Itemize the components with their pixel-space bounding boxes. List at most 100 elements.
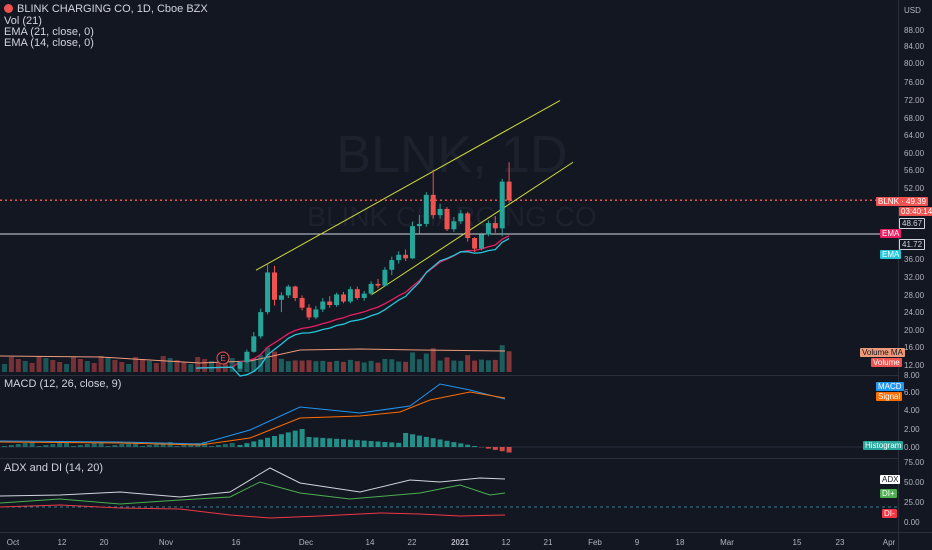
histogram-bar [382, 441, 388, 447]
volume-bar [265, 347, 271, 372]
histogram-bar [458, 443, 464, 447]
time-axis-label: 9 [635, 538, 640, 547]
histogram-bar [437, 439, 443, 447]
vol-legend[interactable]: Vol (21) [4, 15, 42, 27]
histogram-bar [306, 437, 312, 447]
volume-bar [195, 357, 201, 372]
macd-axis-label: 0.00 [904, 443, 920, 452]
volume-bar [50, 360, 56, 372]
volume-bar [77, 359, 83, 372]
candle-body [237, 361, 243, 369]
candle-body [320, 301, 326, 310]
macd-tag: MACD [876, 382, 904, 391]
macd-axis-label: 2.00 [904, 425, 920, 434]
di-minus-tag: DI- [882, 509, 897, 518]
histogram-bar [368, 441, 374, 447]
histogram-bar [265, 437, 271, 447]
volume-bar [244, 361, 250, 372]
time-axis-label: 14 [366, 538, 375, 547]
histogram-bar [410, 434, 415, 447]
volume-bar [146, 361, 152, 372]
histogram-bar [389, 442, 395, 447]
volume-bar [285, 361, 291, 372]
candle-body [506, 181, 512, 201]
ema14-legend[interactable]: EMA (14, close, 0) [4, 37, 94, 49]
volume-bar [292, 360, 298, 372]
price-axis-label: 12.00 [904, 361, 925, 370]
volume-bar [341, 361, 346, 372]
histogram-bar [112, 445, 118, 447]
time-axis-label: 16 [232, 538, 241, 547]
histogram-bar [396, 442, 402, 447]
adx-tag: ADX [880, 475, 901, 484]
price-axis-label: 76.00 [904, 78, 925, 87]
volume-bar [361, 362, 367, 372]
histogram-bar [472, 446, 478, 447]
histogram-bar [57, 443, 63, 447]
volume-bar [347, 359, 353, 372]
macd-line [0, 383, 506, 445]
histogram-bar [272, 436, 277, 447]
price-axis[interactable]: USD 88.00 84.00 80.00 76.00 72.00 68.00 … [904, 6, 925, 527]
candle-body [244, 351, 250, 362]
price-axis-label: 24.00 [904, 308, 925, 317]
histogram-bar [423, 436, 429, 447]
candle-body [465, 213, 471, 239]
earnings-marker-label: E [220, 354, 225, 363]
adx-line [0, 467, 506, 498]
candle-body [272, 272, 277, 300]
volume-bar [451, 360, 457, 372]
volume-bar [98, 356, 104, 372]
volume-bar [327, 361, 333, 372]
candle-body [416, 223, 422, 227]
time-axis-label: Nov [159, 538, 173, 547]
ema21-legend[interactable]: EMA (21, close, 0) [4, 26, 94, 38]
volume-bar [209, 361, 214, 372]
histogram-bar [98, 442, 104, 447]
time-axis-label: Mar [720, 538, 734, 547]
volume-bar [506, 351, 512, 372]
histogram-bar [140, 446, 145, 447]
volume-bar [15, 359, 21, 372]
volume-bar [472, 360, 478, 372]
time-axis-label: 15 [793, 538, 802, 547]
histogram-bar [215, 445, 221, 447]
histogram-bar [403, 433, 409, 447]
macd-legend[interactable]: MACD (12, 26, close, 9) [4, 378, 122, 390]
histogram-bar [64, 442, 70, 447]
macd-axis-label: 4.00 [904, 406, 920, 415]
volume-bar [382, 358, 388, 372]
volume-bar [181, 362, 187, 372]
histogram-bar [133, 442, 139, 447]
volume-bar [375, 362, 381, 372]
volume-bar [126, 364, 132, 372]
candle-body [444, 208, 450, 230]
volume-bar [278, 358, 284, 372]
candle-body [278, 295, 284, 300]
histogram-bar [327, 438, 333, 447]
earnings-marker[interactable] [216, 351, 230, 365]
volume-bar [43, 358, 49, 372]
adx-legend[interactable]: ADX and DI (14, 20) [4, 462, 104, 474]
price-axis-label: 20.00 [904, 326, 925, 335]
price-axis-label: 16.00 [904, 343, 925, 352]
volume-ma-tag: Volume MA [860, 348, 905, 357]
volume-bar [229, 358, 235, 372]
volume-bar [160, 356, 166, 372]
time-axis[interactable]: Oct 12 20 Nov 16 Dec 14 22 2021 12 21 Fe… [7, 538, 896, 547]
candle-body [258, 312, 264, 337]
histogram-bar [506, 447, 512, 453]
volume-bar [140, 359, 145, 372]
volume-bar [105, 358, 111, 372]
volume-bar [492, 359, 498, 372]
volume-bar [299, 360, 305, 372]
histogram-bar [153, 444, 159, 447]
histogram-bar [77, 445, 83, 447]
histogram-bar [146, 445, 152, 447]
price-axis-label: 80.00 [904, 59, 925, 68]
histogram-bar [174, 446, 180, 447]
candle-body [396, 254, 402, 261]
candle-body [285, 286, 291, 296]
volume-bar [430, 348, 436, 372]
